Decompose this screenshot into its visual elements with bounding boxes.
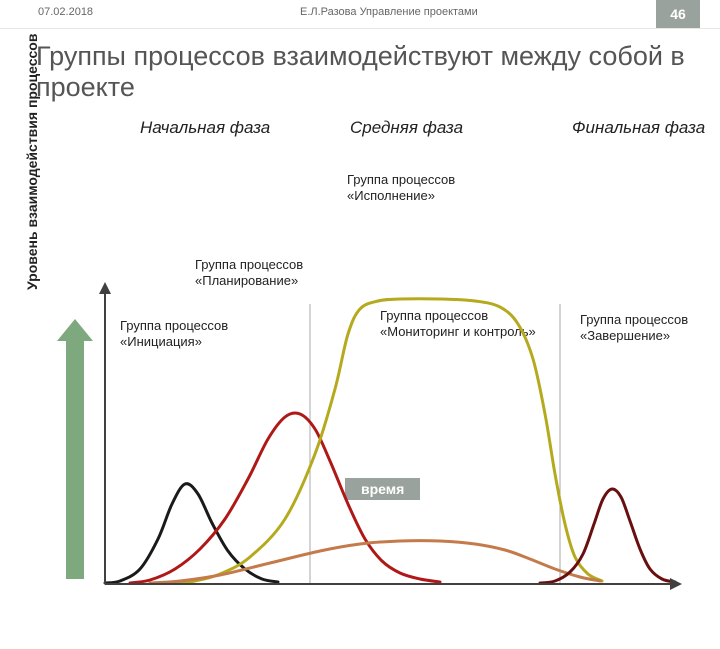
slide-title: Группы процессов взаимодействуют между с… (36, 41, 720, 103)
slide-header: 07.02.2018 Е.Л.Разова Управление проекта… (0, 0, 720, 29)
header-page-number: 46 (656, 0, 700, 28)
process-groups-chart (0, 109, 720, 649)
header-author: Е.Л.Разова Управление проектами (300, 6, 478, 18)
header-date: 07.02.2018 (38, 6, 93, 18)
